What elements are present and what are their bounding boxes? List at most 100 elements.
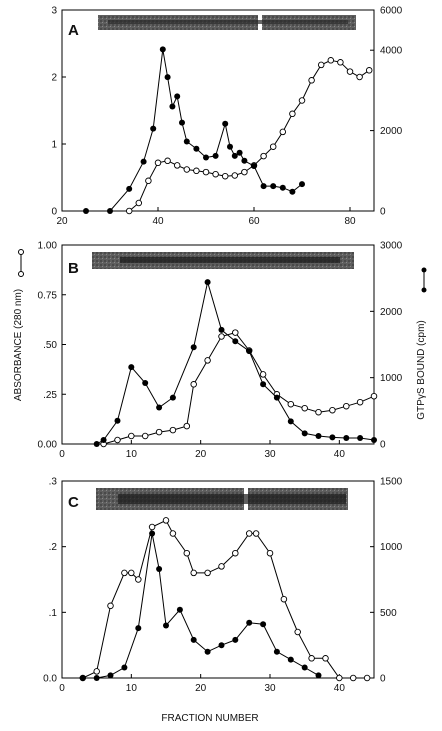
absorbance-point: [183, 166, 191, 173]
blot-band: [108, 20, 348, 24]
absorbance-point: [336, 674, 343, 682]
absorbance-point: [280, 595, 288, 603]
y-tick-label: 1: [51, 140, 57, 151]
gtp-binding-point: [232, 636, 239, 643]
absorbance-point: [155, 428, 163, 436]
absorbance-point: [322, 655, 329, 662]
gtp-binding-point: [83, 208, 89, 214]
gtp-binding-point: [251, 163, 257, 169]
absorbance-point: [232, 549, 239, 557]
y2-tick-label: 6000: [380, 6, 403, 17]
absorbance-point: [114, 436, 121, 444]
y-tick-label: .1: [49, 608, 58, 619]
absorbance-point: [356, 73, 363, 81]
gtp-binding-point: [193, 145, 200, 152]
gtp-binding-series-line: [86, 49, 303, 212]
gtp-binding-point: [142, 380, 149, 386]
absorbance-point: [204, 569, 211, 577]
y2-tick-label: 3000: [380, 241, 403, 252]
absorbance-series-line: [82, 519, 368, 679]
absorbance-point: [308, 77, 315, 84]
gtp-binding-point: [176, 606, 183, 613]
y-tick-label: 1.00: [38, 241, 58, 252]
gtp-binding-point: [343, 435, 350, 441]
gtp-binding-point: [183, 138, 190, 145]
gtp-binding-point: [126, 185, 133, 192]
panel-b-blot: [92, 252, 354, 269]
x-tick-label: 30: [264, 449, 276, 460]
panel-a-plot: 20 40 60 80 0 1 2 3 0 2000 4000 6000: [51, 6, 402, 228]
gtp-binding-point: [156, 566, 163, 572]
y-tick-label: .2: [49, 542, 58, 553]
y2-tick-label: 1000: [380, 542, 403, 553]
panel-c-label: C: [68, 494, 79, 511]
panel-c: C 0 10 20 30 40 0.0 .1 .2 .3 0 500 1000 1500: [43, 477, 403, 695]
left-axis-key: [18, 249, 24, 277]
gtp-binding-point: [169, 394, 176, 401]
absorbance-point: [298, 97, 306, 104]
y-tick-label: 0.00: [38, 440, 58, 451]
gtp-binding-point: [149, 530, 156, 537]
absorbance-point: [294, 628, 301, 636]
absorbance-point: [259, 371, 267, 378]
gtp-binding-point: [190, 636, 197, 643]
y2-tick-label: 500: [380, 608, 397, 619]
gtp-binding-point: [270, 183, 277, 190]
absorbance-point: [365, 67, 373, 74]
gtp-binding-point: [190, 344, 197, 351]
y2-tick-label: 0: [380, 440, 386, 451]
absorbance-point: [317, 61, 325, 69]
blot-band: [118, 494, 346, 504]
gtp-binding-point: [204, 648, 211, 655]
x-axis-title: FRACTION NUMBER: [161, 713, 258, 724]
panel-a: A 20 40 60 80 0 1 2 3 0 2000 4000 6000: [51, 6, 402, 228]
blot-band: [120, 257, 340, 263]
gtp-binding-point: [156, 404, 163, 411]
y2-tick-label: 1500: [380, 477, 403, 488]
gtp-binding-point: [315, 672, 322, 679]
x-tick-label: 20: [195, 449, 207, 460]
absorbance-point: [107, 602, 114, 610]
gtp-binding-point: [246, 348, 253, 355]
x-tick-label: 40: [334, 683, 346, 694]
absorbance-point: [169, 530, 177, 537]
gtp-binding-series-line: [82, 533, 319, 679]
absorbance-point: [363, 674, 371, 682]
gtp-binding-point: [260, 381, 267, 388]
absorbance-point: [349, 674, 357, 682]
gtp-binding-point: [289, 188, 296, 195]
absorbance-point: [202, 168, 210, 176]
gtp-binding-point: [315, 433, 322, 439]
gtp-binding-point: [93, 441, 100, 447]
absorbance-series-line: [103, 332, 375, 445]
gtp-binding-point: [79, 675, 86, 681]
x-tick-label: 30: [264, 683, 276, 694]
gtp-binding-point: [231, 152, 238, 159]
gtp-binding-point: [357, 435, 364, 441]
gtp-binding-point: [273, 648, 280, 655]
filled-circle-marker: [421, 287, 427, 293]
absorbance-point: [125, 207, 133, 215]
y-tick-label: .25: [43, 390, 57, 401]
y-tick-label: 3: [51, 6, 57, 17]
absorbance-point: [135, 576, 142, 583]
absorbance-point: [193, 167, 200, 175]
panel-a-label: A: [68, 22, 79, 39]
absorbance-point: [121, 569, 128, 577]
y2-tick-label: 0: [380, 674, 386, 685]
gtp-binding-point: [371, 437, 377, 443]
absorbance-point: [266, 549, 274, 557]
gtp-binding-point: [150, 125, 157, 132]
gtp-binding-point: [121, 664, 128, 671]
absorbance-point: [148, 523, 156, 531]
absorbance-point: [145, 177, 152, 185]
gtp-binding-point: [236, 149, 243, 156]
right-axis-title: GTPγS BOUND (cpm): [416, 320, 427, 419]
absorbance-point: [169, 426, 177, 434]
panel-b: B 0 10 20 30 40 0.00 .25 .50 0.75 1.00 0 1000 2000 30…: [38, 241, 403, 461]
absorbance-point: [287, 400, 295, 408]
x-tick-label: 40: [334, 449, 346, 460]
panel-c-frame: [61, 480, 375, 679]
gtp-binding-point: [164, 74, 171, 81]
absorbance-point: [135, 199, 143, 207]
